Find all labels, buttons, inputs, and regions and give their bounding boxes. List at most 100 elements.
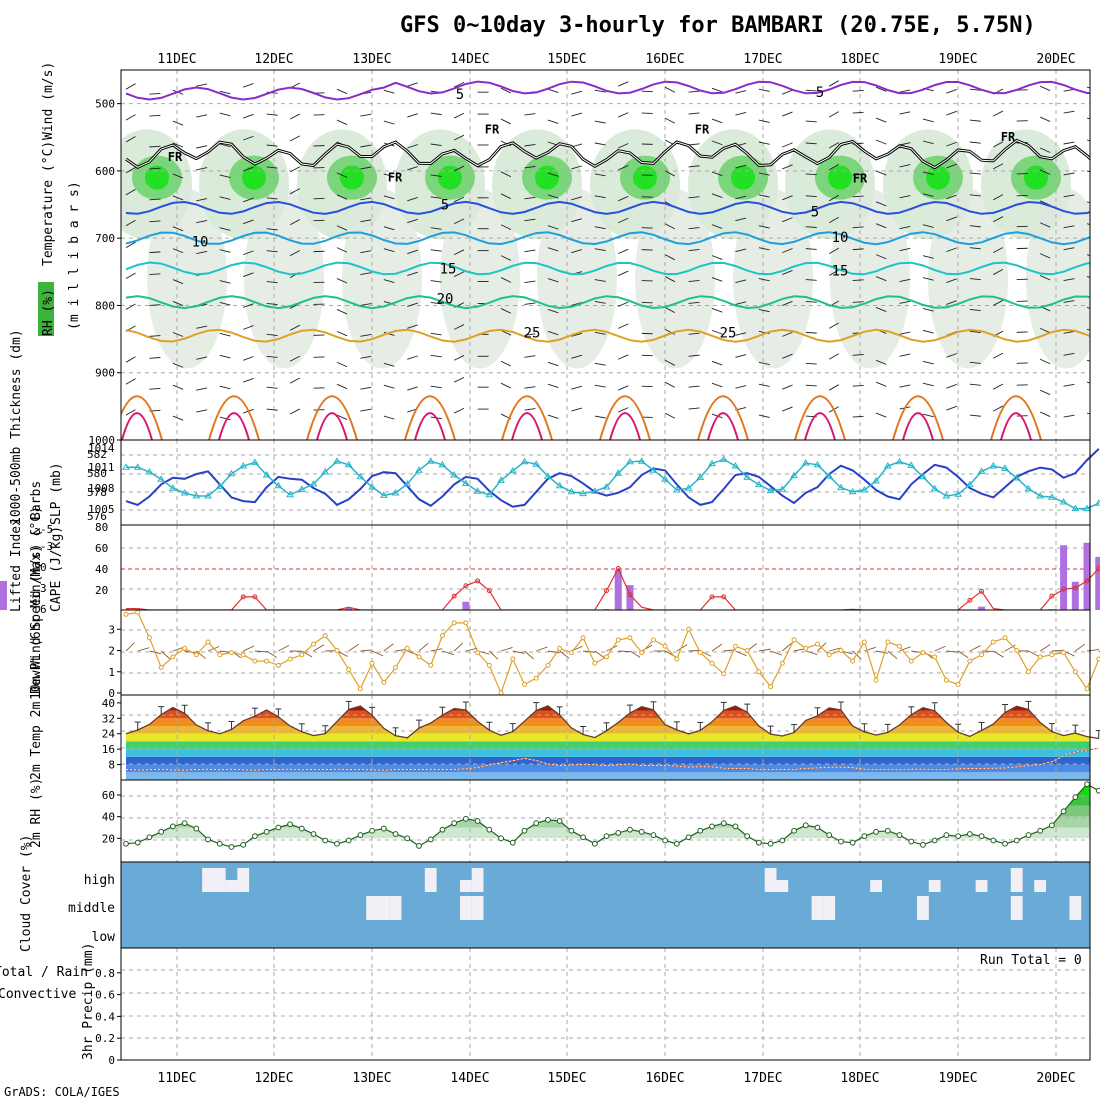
run-total-label: Run Total = 0	[980, 953, 1082, 968]
wind-barb	[336, 172, 348, 178]
rh-moist-peak	[926, 165, 950, 190]
date-label-bottom: 18DEC	[840, 1071, 879, 1086]
cape-background	[121, 525, 1090, 610]
credit-label: GrADS: COLA/IGES	[4, 1085, 120, 1099]
thickness-background	[121, 440, 1090, 525]
cloud-bar	[366, 896, 379, 920]
wind-barb	[1086, 307, 1090, 309]
wind-barb	[946, 383, 957, 389]
wind-barb	[618, 165, 629, 171]
date-label-top: 12DEC	[254, 52, 293, 67]
wind-speed-point	[1096, 656, 1100, 662]
rh-moist-peak	[535, 165, 559, 190]
isotherm-30-contour	[306, 395, 358, 440]
slp-point	[180, 489, 189, 496]
rh-point	[275, 824, 282, 831]
wind-speed-point	[357, 686, 363, 692]
cloud-bar	[823, 896, 836, 920]
wind-barb	[500, 224, 512, 230]
wind-barb	[500, 308, 512, 314]
wind-barb	[360, 113, 372, 117]
slp-point	[168, 484, 177, 491]
wind-barb	[711, 140, 723, 146]
wind-speed-point	[1061, 650, 1067, 656]
date-label-bottom: 17DEC	[743, 1071, 782, 1086]
wind-barb	[922, 193, 934, 197]
slp-point	[637, 457, 646, 464]
wind-barb	[524, 165, 536, 169]
contour-label: 10	[832, 230, 849, 246]
contour-label: 5	[811, 204, 819, 220]
temp-tick-label: 40	[102, 697, 115, 710]
lifted-index-point	[1061, 586, 1067, 592]
wind-barb	[289, 113, 301, 120]
wind-barb	[172, 248, 184, 254]
wind-barb	[196, 145, 208, 149]
wind-barb	[524, 196, 536, 200]
wind-barb	[852, 415, 864, 418]
wind-barb	[336, 278, 348, 284]
temp-tick-label: 24	[102, 728, 116, 741]
rh-point	[474, 818, 481, 824]
wind-speed-point	[803, 645, 809, 651]
wind-barb	[125, 136, 136, 143]
wind-barb	[524, 386, 536, 389]
rh-point	[216, 840, 223, 847]
slp-point	[309, 480, 318, 487]
slp-point	[919, 472, 927, 480]
wind-barb	[664, 359, 676, 366]
wind-barb	[430, 196, 442, 199]
wind-barb-10m	[770, 650, 783, 656]
slp-point	[965, 480, 974, 488]
wind-barb-10m	[418, 642, 429, 652]
wind-speed-point	[322, 633, 328, 639]
wind-barb	[172, 415, 184, 421]
cloud-bar	[917, 896, 929, 920]
wind-speed-point	[721, 671, 727, 677]
lifted-index-point	[967, 597, 973, 603]
slp-point	[801, 459, 810, 466]
wind-barb	[547, 172, 559, 177]
wind-barb	[289, 166, 301, 173]
wind-barb	[1039, 222, 1051, 228]
isotherm-30-contour	[990, 395, 1042, 440]
wind-barb	[571, 112, 583, 117]
rh-point	[931, 837, 938, 844]
wind-barb	[219, 249, 231, 253]
cape-tick-label: 60	[95, 542, 108, 555]
rh-point	[978, 833, 985, 840]
wind-barb	[969, 172, 981, 175]
rh-point	[158, 828, 165, 835]
rh-point	[1048, 822, 1055, 829]
rh-point	[896, 832, 903, 838]
wind-barb	[243, 356, 254, 361]
wind-barb	[336, 88, 348, 95]
date-label-top: 18DEC	[840, 52, 879, 67]
wind-barb-10m	[1075, 643, 1086, 652]
wind-barb	[172, 142, 184, 148]
rh-moist-peak	[633, 165, 657, 190]
wind-barb	[828, 194, 839, 202]
rh-point	[744, 833, 751, 840]
slp-point	[520, 457, 529, 465]
rh-point	[252, 833, 258, 840]
slp-point	[274, 481, 283, 489]
wind-barb	[664, 328, 676, 335]
rh-moist-peak	[438, 165, 462, 190]
wind-speed-point	[299, 652, 305, 658]
wind-ylabel: 10m Wind Speed (m/s) & Barbs	[29, 481, 44, 700]
wind-barb	[407, 144, 418, 149]
wind-barb	[594, 384, 606, 388]
wind-barb	[664, 223, 676, 230]
precip-ylabels: Total / Rain Convective 3hr Precip (mm) …	[0, 943, 1082, 1060]
wind-barb-10m	[887, 650, 898, 660]
wind-barb	[735, 354, 747, 358]
wind-barb	[383, 415, 395, 420]
wind-barb	[1063, 352, 1075, 356]
wind-barb	[547, 88, 559, 94]
wind-speed-point	[393, 665, 399, 670]
wind-barb	[383, 120, 395, 125]
wind-barb	[383, 195, 395, 200]
rh-moist-peak	[242, 165, 266, 190]
wind-barb	[594, 195, 606, 199]
